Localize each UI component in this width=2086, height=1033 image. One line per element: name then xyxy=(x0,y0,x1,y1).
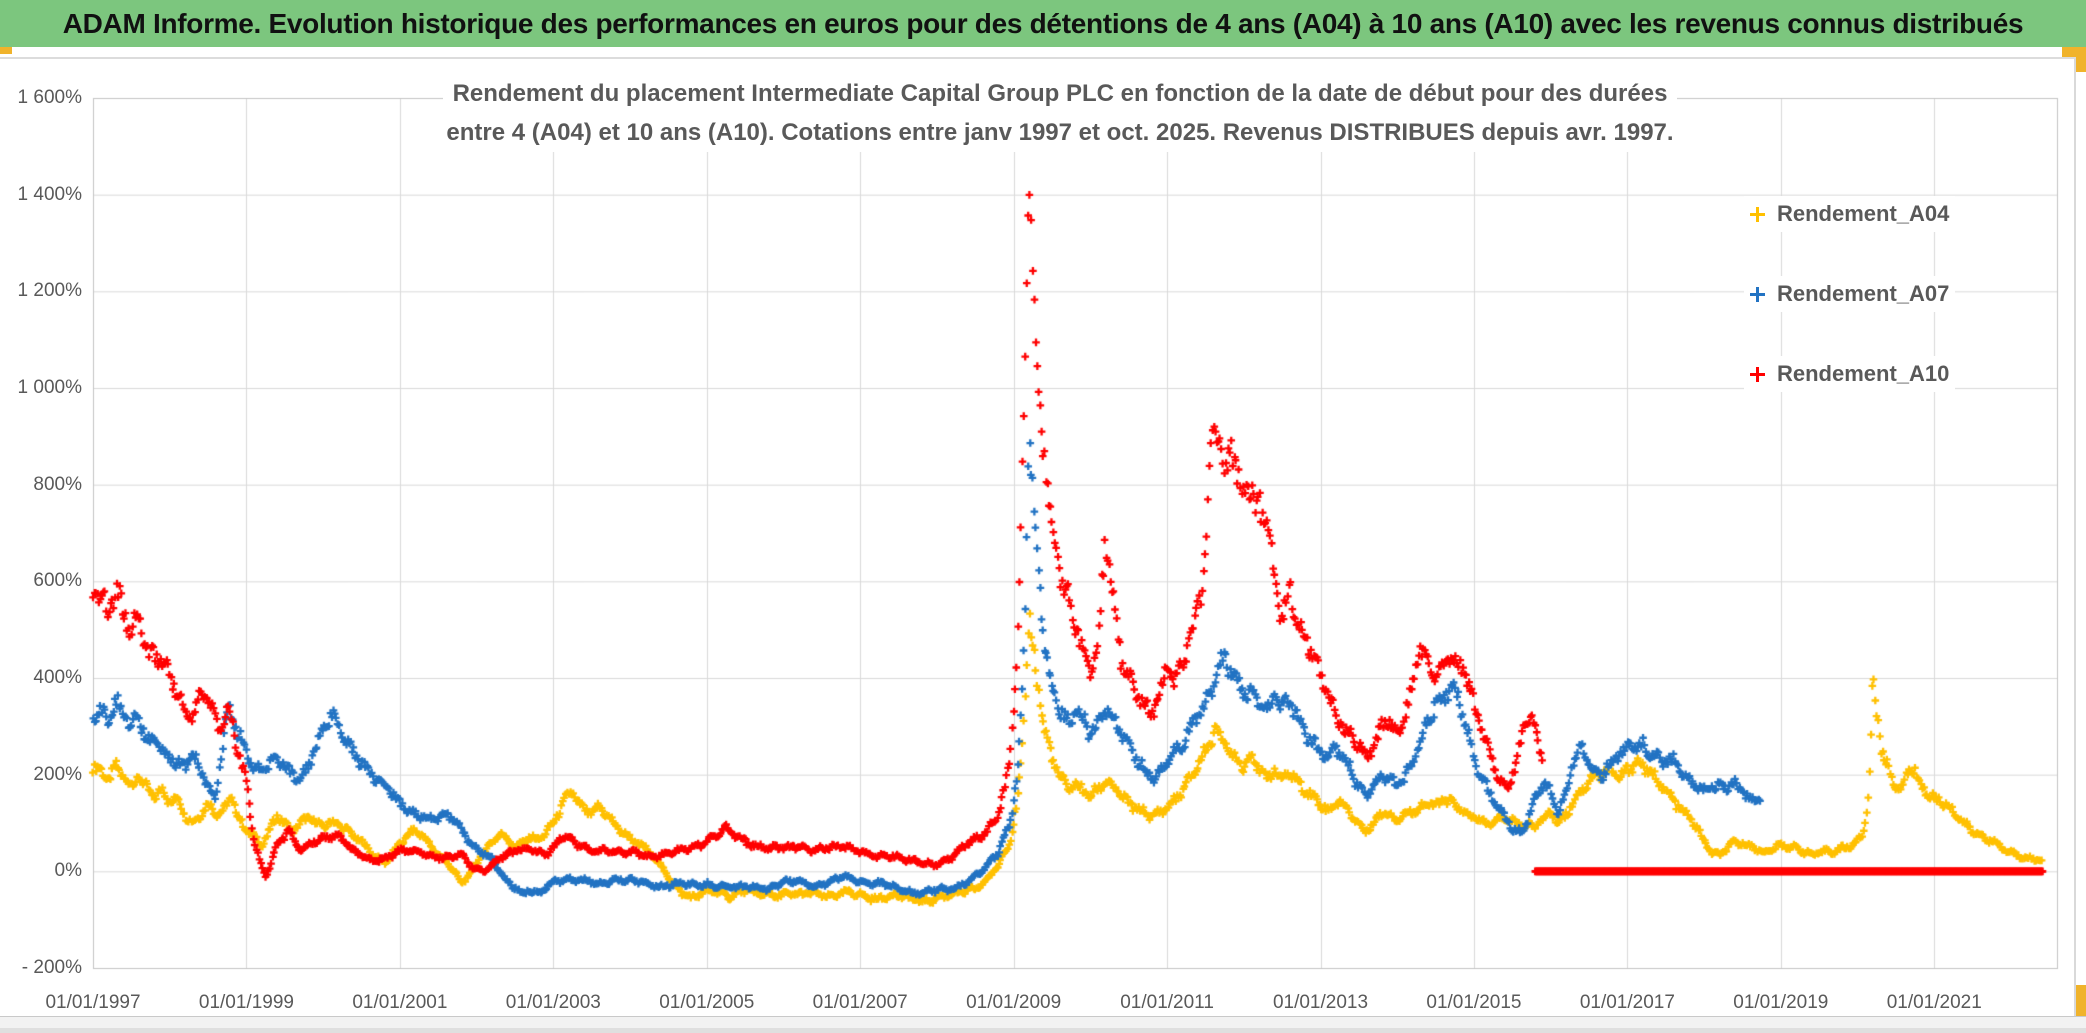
y-axis-label: 800% xyxy=(33,473,82,495)
x-axis-label: 01/01/2017 xyxy=(1579,992,1675,1013)
x-axis-label: 01/01/1997 xyxy=(45,992,141,1013)
y-axis-label: 1 400% xyxy=(17,183,82,205)
x-axis-label: 01/01/2003 xyxy=(505,992,601,1013)
y-axis-label: 200% xyxy=(33,763,82,785)
chart-legend: Rendement_A04 Rendement_A07 Rendement_A1… xyxy=(1744,196,1956,436)
chart-title-line2: entre 4 (A04) et 10 ans (A10). Cotations… xyxy=(436,113,1684,152)
y-axis-label: 400% xyxy=(33,667,82,688)
y-axis-label: 1 200% xyxy=(17,280,82,302)
plus-marker-icon xyxy=(1750,366,1765,382)
y-axis-label: - 200% xyxy=(21,957,82,978)
x-axis-label: 01/01/1999 xyxy=(198,992,294,1013)
legend-label: Rendement_A04 xyxy=(1777,201,1950,226)
x-axis-label: 01/01/2011 xyxy=(1120,992,1214,1013)
legend-item-a10[interactable]: Rendement_A10 xyxy=(1744,356,1956,392)
legend-label: Rendement_A07 xyxy=(1777,281,1950,306)
y-axis-label: 1 600% xyxy=(17,87,82,108)
chart-title-line1: Rendement du placement Intermediate Capi… xyxy=(442,74,1678,113)
chart-title: Rendement du placement Intermediate Capi… xyxy=(360,74,1760,152)
y-axis-label: 0% xyxy=(54,860,82,882)
x-axis-label: 01/01/2013 xyxy=(1272,992,1369,1013)
x-axis-label: 01/01/2009 xyxy=(966,992,1062,1013)
plus-marker-icon xyxy=(1750,286,1765,302)
x-axis-label: 01/01/2021 xyxy=(1886,992,1982,1013)
x-axis-label: 01/01/2001 xyxy=(352,992,448,1013)
legend-item-a07[interactable]: Rendement_A07 xyxy=(1744,276,1956,312)
y-axis-label: 1 000% xyxy=(17,377,82,398)
x-axis-label: 01/01/2007 xyxy=(812,992,908,1013)
legend-label: Rendement_A10 xyxy=(1777,361,1950,386)
x-axis-label: 01/01/2005 xyxy=(659,992,755,1013)
plus-marker-icon xyxy=(1750,206,1765,222)
legend-item-a04[interactable]: Rendement_A04 xyxy=(1744,196,1956,232)
y-axis-label: 600% xyxy=(33,570,82,592)
x-axis-label: 01/01/2015 xyxy=(1426,992,1522,1013)
x-axis-label: 01/01/2019 xyxy=(1733,992,1829,1013)
